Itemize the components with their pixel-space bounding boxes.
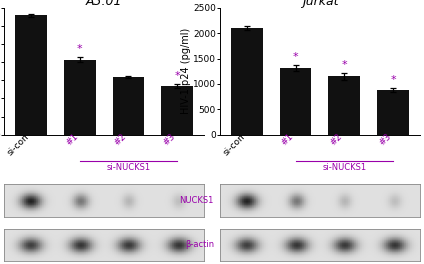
Text: #1: #1: [64, 132, 80, 148]
Title: Jurkat: Jurkat: [301, 0, 338, 8]
Text: #3: #3: [377, 132, 393, 148]
Text: si-NUCKS1: si-NUCKS1: [106, 163, 151, 172]
Y-axis label: HIV-1 p24 (pg/ml): HIV-1 p24 (pg/ml): [181, 28, 191, 114]
Text: β-actin: β-actin: [185, 241, 214, 249]
Bar: [15, 15, 47, 135]
Bar: [280, 68, 311, 135]
Bar: [329, 76, 360, 135]
Title: A3.01: A3.01: [86, 0, 123, 8]
Text: *: *: [77, 44, 83, 54]
Text: si-con: si-con: [6, 132, 31, 157]
Bar: [64, 59, 95, 135]
Bar: [162, 86, 193, 135]
Bar: [231, 28, 262, 135]
Text: #1: #1: [280, 132, 296, 148]
Bar: [113, 77, 144, 135]
Text: si-NUCKS1: si-NUCKS1: [322, 163, 366, 172]
Text: *: *: [341, 60, 347, 70]
Text: #2: #2: [329, 132, 344, 148]
Bar: [377, 90, 409, 135]
Text: *: *: [174, 71, 180, 81]
Text: *: *: [293, 51, 298, 62]
Text: #2: #2: [113, 132, 128, 148]
Text: *: *: [390, 75, 396, 85]
Text: NUCKS1: NUCKS1: [180, 196, 214, 205]
Text: si-con: si-con: [221, 132, 247, 157]
Text: #3: #3: [162, 132, 177, 148]
